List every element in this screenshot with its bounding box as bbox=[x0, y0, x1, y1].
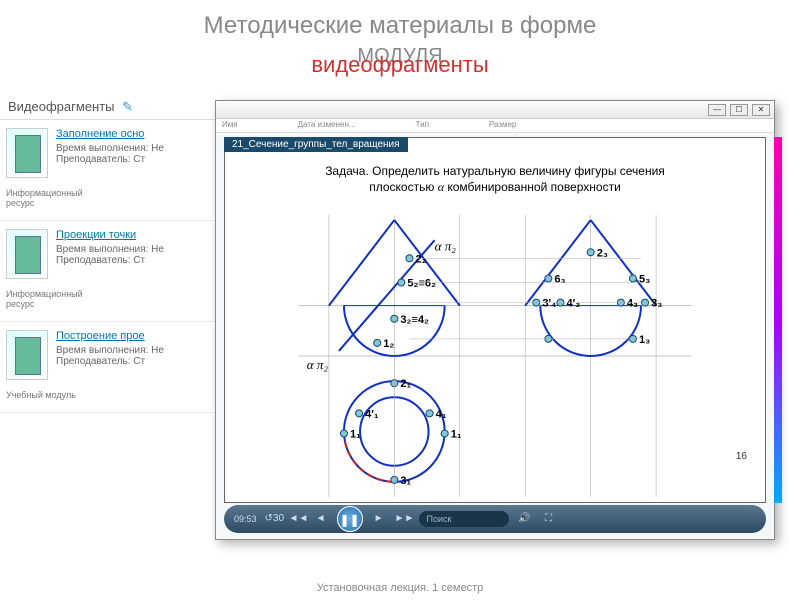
maximize-button[interactable]: ☐ bbox=[730, 104, 748, 116]
item-meta: Информационныйресурс bbox=[6, 188, 219, 208]
sidebar: Видеофрагменты ✎ Заполнение осно Время в… bbox=[0, 95, 225, 413]
sidebar-header-label: Видеофрагменты bbox=[8, 99, 115, 114]
slide-footer: Установочная лекция. 1 семестр bbox=[0, 582, 800, 594]
task-line1: Задача. Определить натуральную величину … bbox=[325, 164, 665, 178]
diagram: α π₂ α π₂ 2₂ 5₂≡6₂ 3₂≡4₂ 1₂ 2₃ 6₃ 5₃ 3'₄ 4′₃ 4₃ 3₃ 1₃… bbox=[225, 210, 765, 502]
svg-text:α π₂: α π₂ bbox=[435, 238, 457, 253]
search-input[interactable]: Поиск bbox=[419, 511, 509, 527]
list-header: Имя Дата изменен... Тип Размер bbox=[216, 119, 774, 133]
svg-text:3₂≡4₂: 3₂≡4₂ bbox=[400, 314, 429, 326]
slide-subtitle: видеофрагменты bbox=[0, 52, 800, 78]
thumbnail-icon bbox=[6, 330, 48, 380]
list-item[interactable]: Проекции точки Время выполнения: НеПрепо… bbox=[0, 221, 225, 322]
item-meta: Учебный модуль bbox=[6, 390, 219, 400]
thumbnail-icon bbox=[6, 128, 48, 178]
svg-text:3'₄: 3'₄ bbox=[542, 298, 556, 310]
svg-text:5₃: 5₃ bbox=[639, 273, 650, 285]
thumbnail-icon bbox=[6, 229, 48, 279]
video-area: 21_Сечение_группы_тел_вращения Задача. О… bbox=[224, 137, 766, 503]
column-header[interactable]: Имя bbox=[222, 120, 238, 131]
close-button[interactable]: ✕ bbox=[752, 104, 770, 116]
svg-text:4′₃: 4′₃ bbox=[566, 298, 580, 310]
item-link[interactable]: Построение прое bbox=[56, 330, 164, 342]
svg-text:6₃: 6₃ bbox=[554, 273, 565, 285]
svg-text:4₃: 4₃ bbox=[627, 298, 638, 310]
svg-text:1₂: 1₂ bbox=[383, 338, 394, 350]
page-number: 16 bbox=[736, 451, 747, 462]
item-meta: Информационныйресурс bbox=[6, 289, 219, 309]
media-player-window: — ☐ ✕ Имя Дата изменен... Тип Размер 21_Сеч… bbox=[215, 100, 775, 540]
svg-text:2₁: 2₁ bbox=[400, 378, 411, 390]
svg-text:3₁: 3₁ bbox=[400, 475, 411, 487]
volume-icon[interactable]: 🔊 bbox=[517, 511, 533, 527]
next-button[interactable]: ►► bbox=[395, 511, 411, 527]
play-pause-button[interactable]: ❚❚ bbox=[337, 506, 363, 532]
column-header[interactable]: Дата изменен... bbox=[298, 120, 356, 131]
window-titlebar: — ☐ ✕ bbox=[216, 101, 774, 119]
svg-text:3₃: 3₃ bbox=[651, 298, 662, 310]
minimize-button[interactable]: — bbox=[708, 104, 726, 116]
back-button[interactable]: ◄ bbox=[313, 511, 329, 527]
task-text: Задача. Определить натуральную величину … bbox=[225, 164, 765, 195]
svg-text:5₂≡6₂: 5₂≡6₂ bbox=[407, 278, 436, 290]
svg-text:1₁: 1₁ bbox=[350, 429, 361, 441]
elapsed-time: 09:53 bbox=[234, 514, 257, 524]
svg-text:4₁: 4₁ bbox=[436, 408, 447, 420]
forward-button[interactable]: ► bbox=[371, 511, 387, 527]
item-link[interactable]: Проекции точки bbox=[56, 229, 164, 241]
svg-text:4′₁: 4′₁ bbox=[365, 408, 379, 420]
prev-button[interactable]: ◄◄ bbox=[289, 511, 305, 527]
pencil-icon[interactable]: ✎ bbox=[122, 99, 133, 114]
svg-text:1₁: 1₁ bbox=[451, 429, 462, 441]
sidebar-header: Видеофрагменты ✎ bbox=[0, 95, 225, 120]
svg-text:2₃: 2₃ bbox=[597, 247, 608, 259]
task-line2-post: комбинированной поверхности bbox=[444, 180, 621, 194]
list-item[interactable]: Заполнение осно Время выполнения: НеПреп… bbox=[0, 120, 225, 221]
fullscreen-button[interactable]: ⛶ bbox=[541, 511, 557, 527]
svg-text:2₂: 2₂ bbox=[415, 253, 426, 265]
svg-text:α π₂: α π₂ bbox=[307, 357, 329, 372]
media-controls: 09:53 ↺30 ◄◄ ◄ ❚❚ ► ►► Поиск 🔊 ⛶ bbox=[224, 505, 766, 533]
item-link[interactable]: Заполнение осно bbox=[56, 128, 164, 140]
slide-title-1: Методические материалы в форме bbox=[204, 12, 597, 39]
list-item[interactable]: Построение прое Время выполнения: НеПреп… bbox=[0, 322, 225, 413]
video-tab-title: 21_Сечение_группы_тел_вращения bbox=[224, 137, 408, 152]
rewind30-button[interactable]: ↺30 bbox=[265, 511, 281, 527]
column-header[interactable]: Тип bbox=[416, 120, 429, 131]
decorative-strip bbox=[774, 137, 782, 503]
svg-text:1₃: 1₃ bbox=[639, 334, 650, 346]
task-line2-pre: плоскостью bbox=[369, 180, 437, 194]
column-header[interactable]: Размер bbox=[489, 120, 517, 131]
